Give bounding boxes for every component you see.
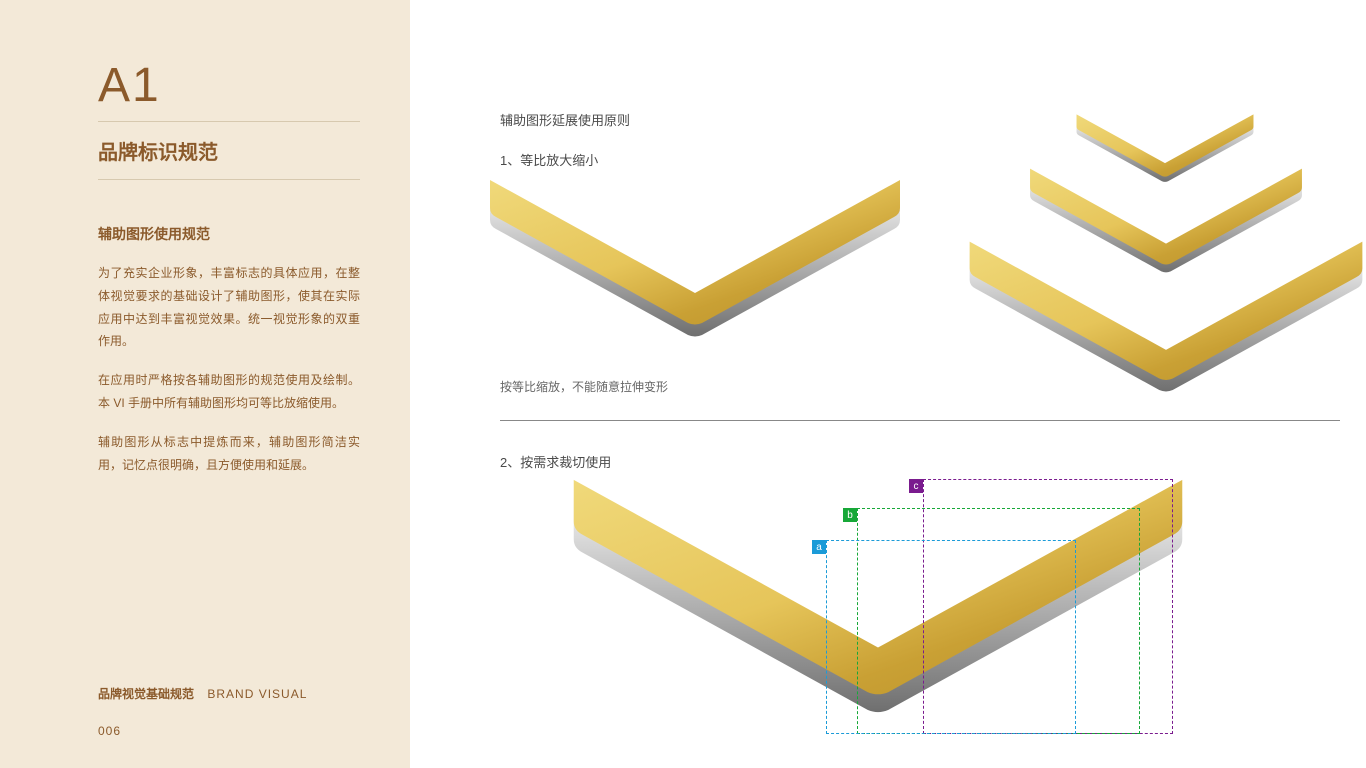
chevron-icon xyxy=(480,170,910,360)
footer-cn: 品牌视觉基础规范 xyxy=(98,687,194,701)
sidebar-footer: 品牌视觉基础规范 BRAND VISUAL 006 xyxy=(98,685,307,738)
separator-line xyxy=(500,420,1340,421)
body-paragraph: 为了充实企业形象，丰富标志的具体应用，在整体视觉要求的基础设计了辅助图形，使其在… xyxy=(98,262,360,353)
main-heading: 辅助图形延展使用原则 xyxy=(500,110,630,129)
chevron-icon xyxy=(960,232,1366,414)
caption-text: 按等比缩放，不能随意拉伸变形 xyxy=(500,378,668,395)
main-panel: 辅助图形延展使用原则 1、等比放大缩小 按等比缩放，不能随意拉 xyxy=(410,0,1366,768)
crop-box-a xyxy=(826,540,1076,734)
divider xyxy=(98,121,360,122)
footer-en: BRAND VISUAL xyxy=(207,687,307,701)
crop-label-b: b xyxy=(843,508,857,522)
rule-1-label: 1、等比放大缩小 xyxy=(500,150,598,169)
sidebar-panel: A1 品牌标识规范 辅助图形使用规范 为了充实企业形象，丰富标志的具体应用，在整… xyxy=(0,0,410,768)
divider xyxy=(98,179,360,180)
section-code: A1 xyxy=(98,58,360,113)
crop-label-a: a xyxy=(812,540,826,554)
sub-title: 辅助图形使用规范 xyxy=(98,224,360,244)
body-paragraph: 在应用时严格按各辅助图形的规范使用及绘制。本 VI 手册中所有辅助图形均可等比放… xyxy=(98,369,360,415)
crop-label-c: c xyxy=(909,479,923,493)
page-number: 006 xyxy=(98,724,307,738)
section-title: 品牌标识规范 xyxy=(98,136,360,165)
footer-title: 品牌视觉基础规范 BRAND VISUAL xyxy=(98,685,307,702)
body-paragraph: 辅助图形从标志中提炼而来，辅助图形简洁实用，记忆点很明确，且方便使用和延展。 xyxy=(98,431,360,477)
